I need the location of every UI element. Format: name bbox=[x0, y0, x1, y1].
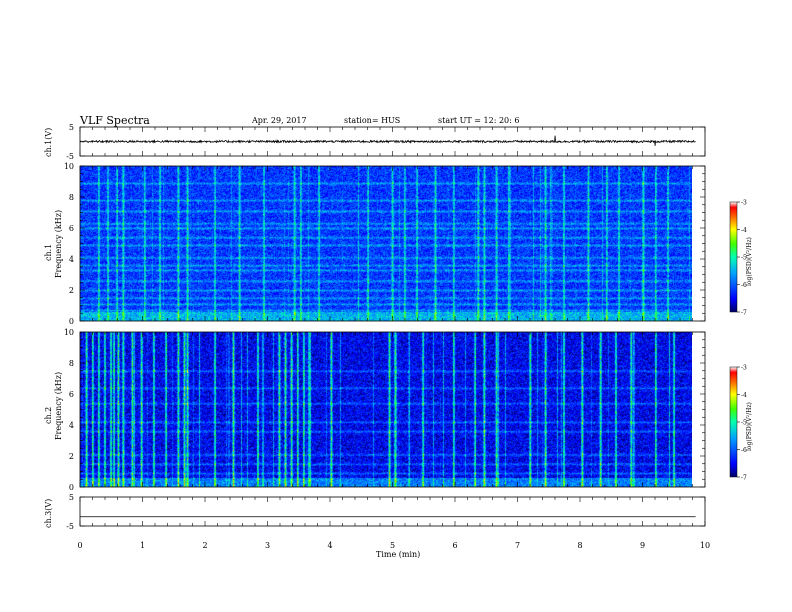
y-tick-label: 2 bbox=[69, 286, 74, 295]
ch1-colorbar bbox=[729, 201, 738, 313]
colorbar-tick-label: -4 bbox=[741, 227, 747, 234]
y-tick-label: 8 bbox=[69, 359, 74, 368]
colorbar-tick-label: -4 bbox=[741, 392, 747, 399]
time-axis-label: Time (min) bbox=[376, 550, 420, 559]
colorbar-tick-label: -7 bbox=[741, 475, 747, 482]
x-tick-label: 0 bbox=[77, 541, 82, 550]
ch2-colorbar bbox=[729, 366, 738, 478]
y-tick-label: 2 bbox=[69, 452, 74, 461]
ch3-voltage-ylabel: ch.3(V) bbox=[44, 499, 53, 528]
ch2-colorbar-label: log(PSD)(V²/Hz) bbox=[746, 402, 753, 451]
x-tick-label: 7 bbox=[515, 541, 520, 550]
x-tick-label: 6 bbox=[452, 541, 457, 550]
ch1-spectrogram-ylabel: Frequency (kHz) bbox=[54, 210, 63, 278]
y-tick-label: 8 bbox=[69, 193, 74, 202]
colorbar-tick-label: -5 bbox=[741, 420, 747, 427]
x-tick-label: 9 bbox=[640, 541, 645, 550]
y-tick-label: 5 bbox=[69, 493, 74, 502]
x-tick-label: 5 bbox=[390, 541, 395, 550]
start-time-label: start UT = 12: 20: 6 bbox=[438, 116, 519, 125]
ch2-spectrogram-image bbox=[80, 332, 692, 487]
y-tick-label: 4 bbox=[69, 421, 74, 430]
x-tick-label: 10 bbox=[700, 541, 710, 550]
colorbar-tick-label: -5 bbox=[741, 255, 747, 262]
y-tick-label: 4 bbox=[69, 255, 74, 264]
ch1-colorbar-label: log(PSD)(V²/Hz) bbox=[746, 237, 753, 286]
colorbar-tick-label: -7 bbox=[741, 310, 747, 317]
y-tick-label: 6 bbox=[69, 224, 74, 233]
y-tick-label: 0 bbox=[69, 483, 74, 492]
ch1-voltage-trace bbox=[79, 135, 696, 146]
y-tick-label: -5 bbox=[66, 522, 74, 531]
x-tick-label: 1 bbox=[140, 541, 145, 550]
colorbar-tick-label: -3 bbox=[741, 200, 747, 207]
x-tick-label: 8 bbox=[577, 541, 582, 550]
figure-title: VLF Spectra bbox=[79, 114, 150, 127]
x-tick-label: 2 bbox=[202, 541, 207, 550]
ch1-voltage-ylabel: ch.1(V) bbox=[44, 128, 53, 157]
colorbar-tick-label: -6 bbox=[741, 447, 747, 454]
x-tick-label: 3 bbox=[265, 541, 270, 550]
y-tick-label: 10 bbox=[64, 328, 74, 337]
ch1-spectrogram-image bbox=[80, 166, 692, 321]
station-label: station= HUS bbox=[344, 116, 400, 125]
ch2-spectrogram-channel-label: ch.2 bbox=[44, 407, 53, 424]
colorbar-tick-label: -6 bbox=[741, 282, 747, 289]
x-tick-label: 4 bbox=[327, 541, 332, 550]
y-tick-label: 0 bbox=[69, 317, 74, 326]
ch2-spectrogram-ylabel: Frequency (kHz) bbox=[54, 372, 63, 440]
date-label: Apr. 29, 2017 bbox=[251, 116, 307, 125]
y-tick-label: 5 bbox=[69, 123, 74, 132]
y-tick-label: 6 bbox=[69, 390, 74, 399]
y-tick-label: -5 bbox=[66, 152, 74, 161]
colorbar-tick-label: -3 bbox=[741, 365, 747, 372]
y-tick-label: 10 bbox=[64, 162, 74, 171]
ch1-spectrogram-channel-label: ch.1 bbox=[44, 244, 53, 261]
